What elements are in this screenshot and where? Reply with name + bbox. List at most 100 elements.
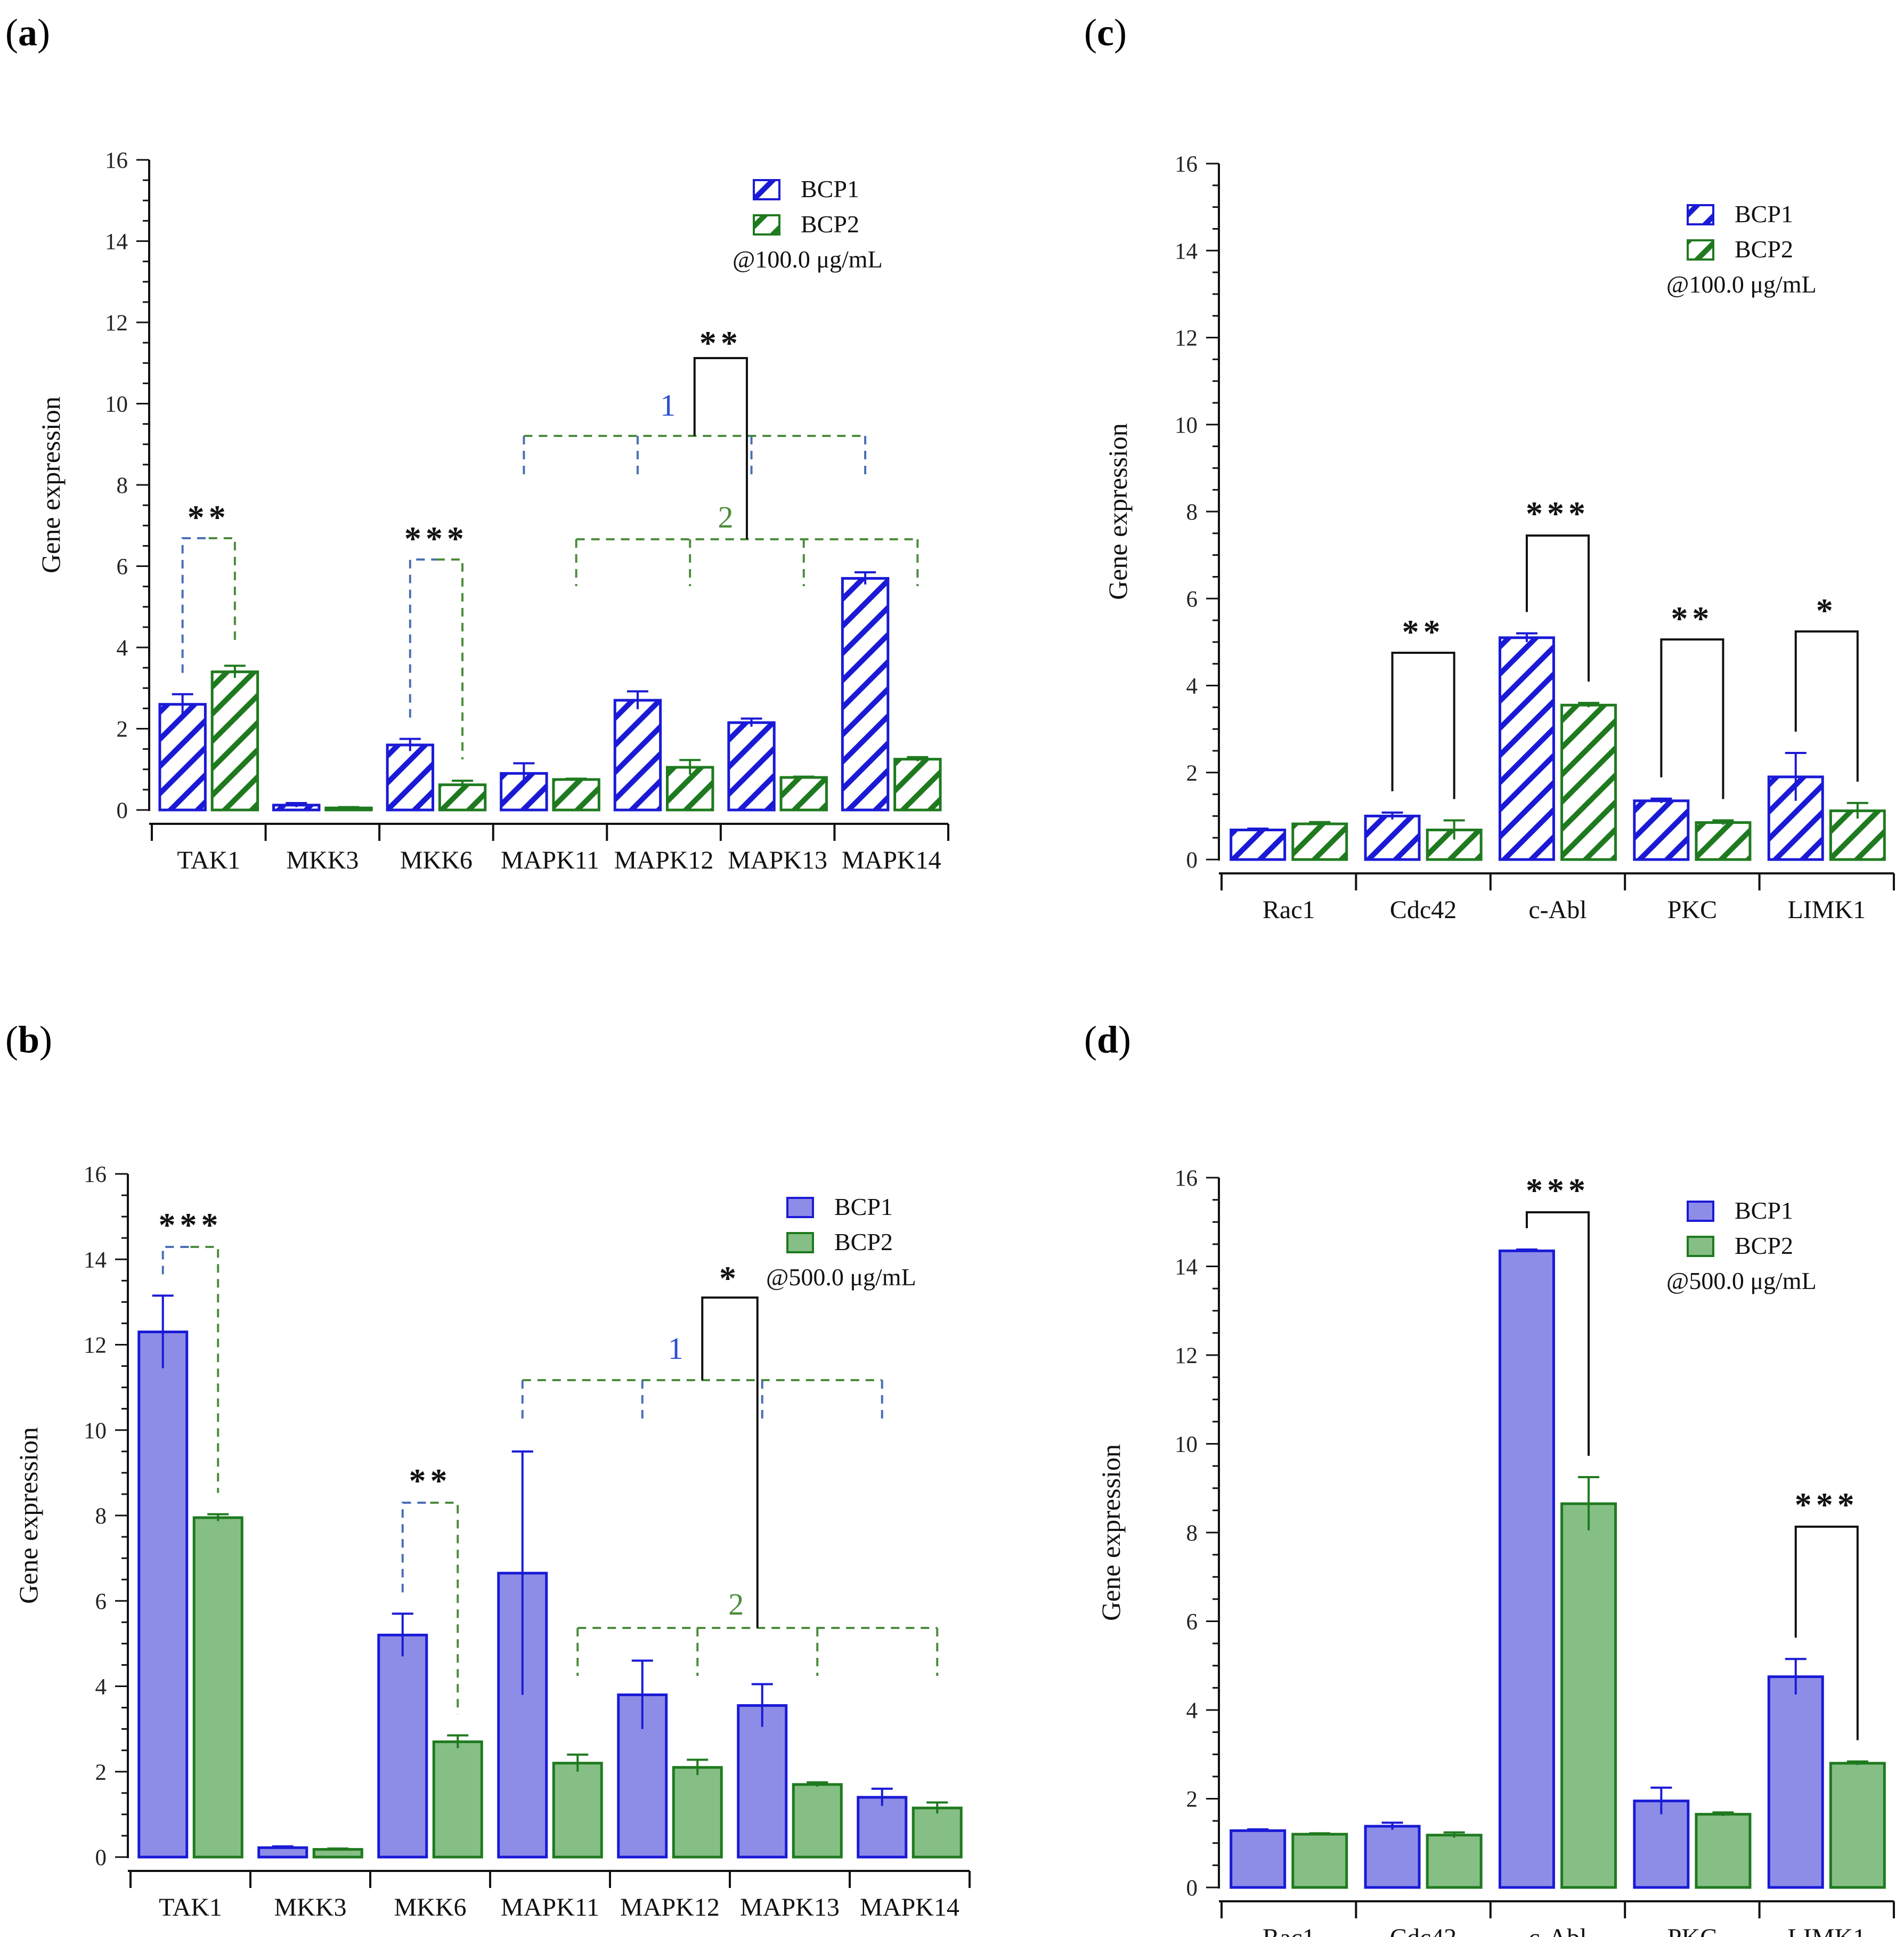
bar-bcp2-c-abl bbox=[1560, 703, 1617, 861]
bar-bcp1-mapk13 bbox=[727, 721, 776, 812]
x-tick-label: TAK1 bbox=[159, 1893, 222, 1922]
y-tick-label: 8 bbox=[1186, 1521, 1198, 1546]
x-tick-label: MAPK14 bbox=[842, 846, 941, 874]
bar-bcp2-limk1 bbox=[1829, 1762, 1886, 1889]
y-tick-label: 12 bbox=[105, 311, 128, 336]
bar-bcp2-mapk14 bbox=[912, 1806, 963, 1859]
bar-bcp1-limk1 bbox=[1767, 1675, 1824, 1889]
bar-bcp2-mkk6 bbox=[432, 1740, 483, 1859]
significance-bracket-left bbox=[161, 1246, 191, 1275]
y-tick-label: 6 bbox=[117, 555, 128, 580]
bar-bcp1-tak1 bbox=[158, 703, 207, 812]
y-tick-label: 2 bbox=[1186, 1787, 1198, 1812]
y-tick-label: 10 bbox=[1175, 1432, 1198, 1457]
chart-panel: (c) 0 2 4 6 8 10 12 14 16 Gene expression Rac1 Cdc42… bbox=[1084, 11, 1895, 924]
bar-bcp1-mapk14 bbox=[841, 577, 890, 812]
group-1-label: 1 bbox=[668, 1331, 684, 1366]
significance-bracket bbox=[1794, 630, 1859, 782]
y-tick-label: 16 bbox=[105, 148, 128, 173]
group-comparison-bracket bbox=[693, 357, 748, 539]
significance-bracket-right bbox=[208, 537, 236, 645]
legend-label: BCP1 bbox=[1735, 1197, 1793, 1224]
panel-label: (d) bbox=[1084, 1018, 1131, 1061]
y-tick-label: 0 bbox=[95, 1845, 107, 1870]
x-tick-label: PKC bbox=[1667, 1924, 1717, 1937]
x-tick-label: TAK1 bbox=[177, 846, 240, 874]
x-tick-label: c-Abl bbox=[1528, 896, 1586, 924]
legend-label: BCP2 bbox=[1735, 1232, 1793, 1259]
significance-bracket bbox=[1525, 1211, 1590, 1456]
x-tick-label: MAPK12 bbox=[620, 1893, 720, 1922]
bar-bcp1-rac1 bbox=[1230, 1829, 1287, 1889]
y-axis-title: Gene expression bbox=[13, 1427, 43, 1604]
legend: BCP1 BCP2 @500.0 μg/mL bbox=[766, 1193, 916, 1291]
x-tick-label: MAPK14 bbox=[860, 1893, 959, 1922]
bar-bcp2-pkc bbox=[1695, 821, 1752, 861]
y-tick-label: 2 bbox=[117, 717, 128, 742]
significance-stars: *** bbox=[1795, 1486, 1859, 1523]
bar-bcp2-cdc42 bbox=[1426, 1834, 1483, 1889]
bar-bcp2-mapk13 bbox=[779, 776, 828, 812]
legend-label: BCP2 bbox=[1735, 236, 1793, 263]
legend-swatch-bcp1 bbox=[1687, 204, 1714, 225]
bar-bcp2-rac1 bbox=[1291, 1833, 1348, 1889]
bar-bcp1-mapk12 bbox=[613, 699, 662, 812]
panel-label-letter: b bbox=[18, 1018, 39, 1061]
x-tick-label: LIMK1 bbox=[1787, 896, 1866, 924]
significance-stars: *** bbox=[1526, 1171, 1590, 1209]
legend-label: BCP1 bbox=[834, 1193, 893, 1220]
legend: BCP1 BCP2 @100.0 μg/mL bbox=[733, 175, 883, 273]
y-tick-label: 10 bbox=[1175, 413, 1198, 438]
significance-bracket bbox=[1391, 652, 1455, 799]
significance-stars: ** bbox=[1402, 613, 1445, 651]
bar-bcp1-mapk14 bbox=[857, 1796, 908, 1859]
panel-label-letter: d bbox=[1097, 1018, 1118, 1061]
significance-bracket-right bbox=[190, 1246, 219, 1493]
y-tick-label: 4 bbox=[1186, 674, 1198, 699]
x-tick-label: c-Abl bbox=[1528, 1924, 1586, 1937]
significance-bracket-right bbox=[436, 558, 464, 760]
y-tick-label: 14 bbox=[1175, 1255, 1198, 1280]
y-tick-label: 6 bbox=[95, 1589, 107, 1614]
y-tick-label: 16 bbox=[84, 1162, 107, 1187]
y-axis-title: Gene expression bbox=[36, 396, 66, 573]
bar-bcp1-mkk6 bbox=[377, 1633, 428, 1859]
panel-label-letter: a bbox=[18, 11, 37, 54]
significance-stars: ** bbox=[699, 324, 742, 362]
x-tick-label: MAPK13 bbox=[728, 846, 827, 874]
legend-swatch-bcp1 bbox=[786, 1197, 814, 1218]
x-tick-label: PKC bbox=[1667, 896, 1717, 924]
legend-swatch-bcp1 bbox=[753, 179, 780, 200]
y-tick-label: 16 bbox=[1175, 1166, 1198, 1191]
legend-label: BCP2 bbox=[834, 1228, 893, 1255]
panel-label: (a) bbox=[5, 11, 50, 54]
x-tick-label: MAPK13 bbox=[740, 1893, 840, 1922]
x-tick-label: MKK3 bbox=[274, 1893, 346, 1922]
panel-label: (c) bbox=[1084, 11, 1127, 54]
legend-swatch-bcp2 bbox=[753, 214, 780, 236]
legend-note: @100.0 μg/mL bbox=[1666, 271, 1817, 298]
y-tick-label: 4 bbox=[1186, 1698, 1198, 1723]
significance-stars: ** bbox=[409, 1462, 452, 1500]
significance-stars: * bbox=[719, 1259, 741, 1297]
significance-stars: *** bbox=[1526, 495, 1590, 532]
y-tick-label: 0 bbox=[117, 798, 128, 823]
y-tick-label: 6 bbox=[1186, 587, 1198, 612]
y-tick-label: 14 bbox=[105, 230, 128, 255]
bar-bcp1-cdc42 bbox=[1364, 814, 1421, 861]
y-tick-label: 4 bbox=[117, 636, 128, 661]
significance-stars: *** bbox=[404, 520, 468, 557]
bar-bcp1-pkc bbox=[1633, 799, 1690, 861]
bar-bcp2-mkk3 bbox=[312, 1848, 363, 1859]
y-tick-label: 10 bbox=[84, 1419, 107, 1444]
group-1-label: 1 bbox=[660, 388, 676, 423]
legend-swatch-bcp2 bbox=[1687, 239, 1714, 261]
bar-bcp2-rac1 bbox=[1291, 822, 1348, 861]
x-tick-label: Rac1 bbox=[1263, 896, 1315, 924]
legend-label: BCP2 bbox=[801, 210, 859, 238]
y-tick-label: 14 bbox=[1175, 239, 1198, 264]
bar-bcp2-mapk12 bbox=[672, 1766, 723, 1859]
bar-bcp1-cdc42 bbox=[1364, 1825, 1421, 1889]
bar-bcp2-c-abl bbox=[1560, 1502, 1617, 1889]
